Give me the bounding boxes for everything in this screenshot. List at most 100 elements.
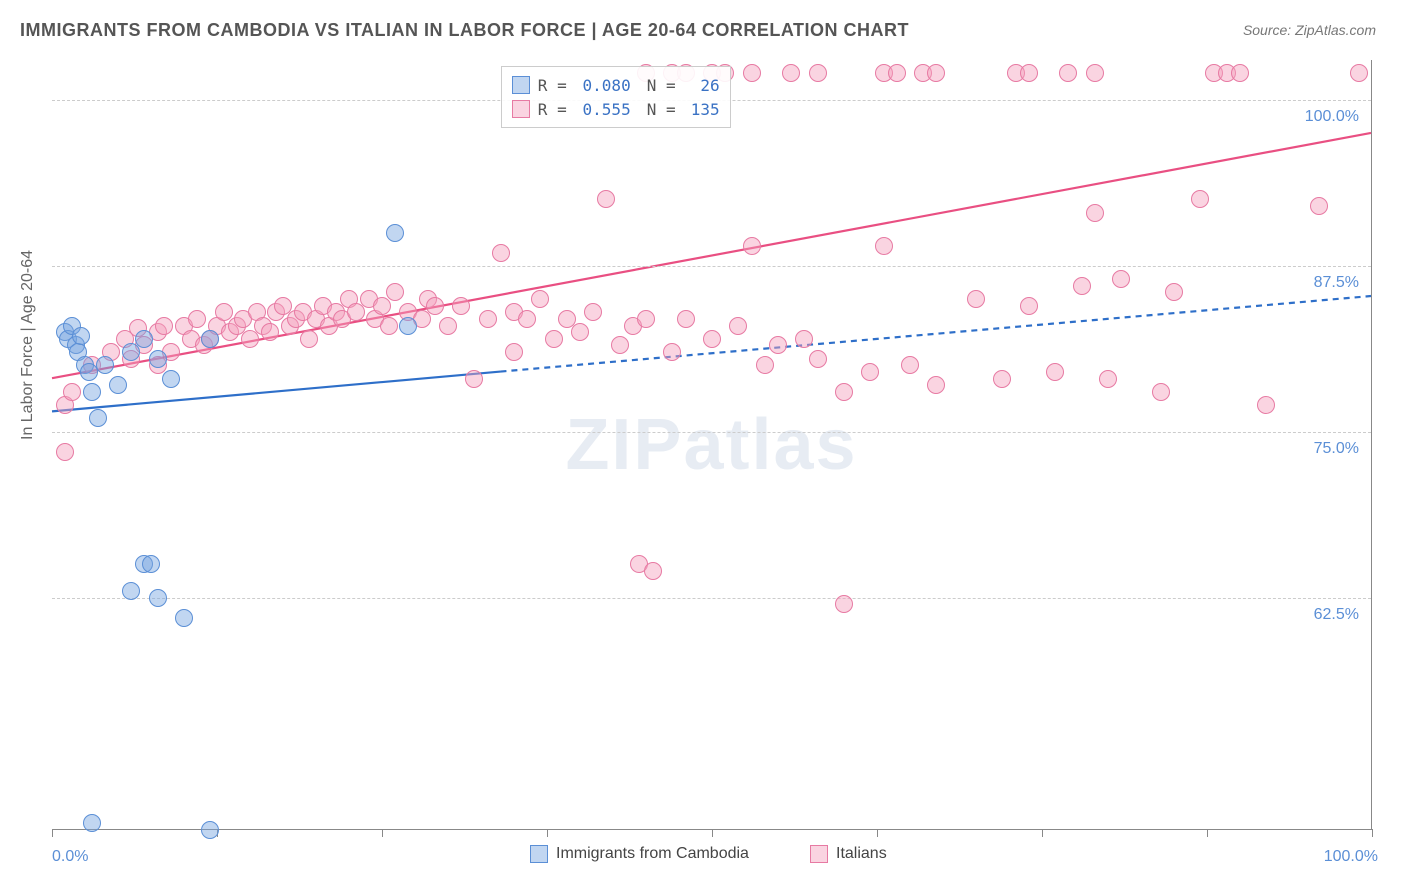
point-cambodia [149,589,167,607]
point-italians [861,363,879,381]
point-italians [875,237,893,255]
point-italians [993,370,1011,388]
point-italians [1165,283,1183,301]
point-cambodia [175,609,193,627]
x-tick [1372,829,1373,837]
point-italians [1152,383,1170,401]
point-italians [261,323,279,341]
point-cambodia [72,327,90,345]
point-italians [663,343,681,361]
point-italians [465,370,483,388]
point-italians [571,323,589,341]
point-italians [1046,363,1064,381]
point-italians [743,237,761,255]
point-italians [545,330,563,348]
chart-title: IMMIGRANTS FROM CAMBODIA VS ITALIAN IN L… [20,20,909,41]
point-italians [1231,64,1249,82]
swatch-icon [512,100,530,118]
point-cambodia [201,821,219,839]
point-italians [380,317,398,335]
y-axis-label: In Labor Force | Age 20-64 [19,250,37,440]
point-italians [492,244,510,262]
point-italians [1086,204,1104,222]
stats-row-italians: R =0.555N =135 [512,97,720,121]
point-cambodia [162,370,180,388]
point-italians [1257,396,1275,414]
gridline [52,432,1371,433]
point-italians [241,330,259,348]
x-max-label: 100.0% [1324,848,1378,866]
point-italians [835,595,853,613]
x-tick [1207,829,1208,837]
point-italians [426,297,444,315]
stats-box: R =0.080N =26R =0.555N =135 [501,66,731,128]
point-italians [1112,270,1130,288]
point-italians [1310,197,1328,215]
point-italians [439,317,457,335]
y-tick-label: 75.0% [1314,440,1359,458]
point-italians [155,317,173,335]
x-tick [52,829,53,837]
point-italians [518,310,536,328]
point-italians [967,290,985,308]
point-cambodia [89,409,107,427]
point-italians [1073,277,1091,295]
point-italians [703,330,721,348]
point-cambodia [149,350,167,368]
point-italians [347,303,365,321]
point-italians [756,356,774,374]
x-tick [877,829,878,837]
point-italians [505,343,523,361]
point-italians [386,283,404,301]
point-italians [531,290,549,308]
x-tick [712,829,713,837]
point-italians [927,64,945,82]
point-italians [927,376,945,394]
legend-item-cambodia: Immigrants from Cambodia [530,845,749,863]
point-italians [479,310,497,328]
point-cambodia [122,582,140,600]
point-italians [597,190,615,208]
plot-area: ZIPatlas 62.5%75.0%87.5%100.0% [52,60,1372,830]
point-cambodia [142,555,160,573]
point-italians [63,383,81,401]
point-cambodia [135,330,153,348]
point-italians [769,336,787,354]
point-italians [300,330,318,348]
point-italians [677,310,695,328]
point-cambodia [386,224,404,242]
y-tick-label: 62.5% [1314,606,1359,624]
point-cambodia [122,343,140,361]
source-label: Source: ZipAtlas.com [1243,22,1376,38]
point-italians [1059,64,1077,82]
legend-label: Immigrants from Cambodia [556,845,749,863]
point-italians [1020,297,1038,315]
x-min-label: 0.0% [52,848,88,866]
point-cambodia [83,814,101,832]
point-italians [809,350,827,368]
point-italians [452,297,470,315]
point-italians [729,317,747,335]
swatch-cambodia [530,845,548,863]
point-cambodia [399,317,417,335]
point-italians [809,64,827,82]
point-italians [644,562,662,580]
y-tick-label: 87.5% [1314,274,1359,292]
point-italians [743,64,761,82]
point-italians [611,336,629,354]
point-italians [888,64,906,82]
point-cambodia [201,330,219,348]
point-italians [901,356,919,374]
legend-item-italians: Italians [810,845,887,863]
point-italians [1191,190,1209,208]
point-italians [1020,64,1038,82]
x-tick [382,829,383,837]
point-italians [373,297,391,315]
point-italians [188,310,206,328]
gridline [52,266,1371,267]
y-tick-label: 100.0% [1305,108,1359,126]
point-italians [56,443,74,461]
point-italians [1099,370,1117,388]
point-italians [795,330,813,348]
point-italians [1086,64,1104,82]
